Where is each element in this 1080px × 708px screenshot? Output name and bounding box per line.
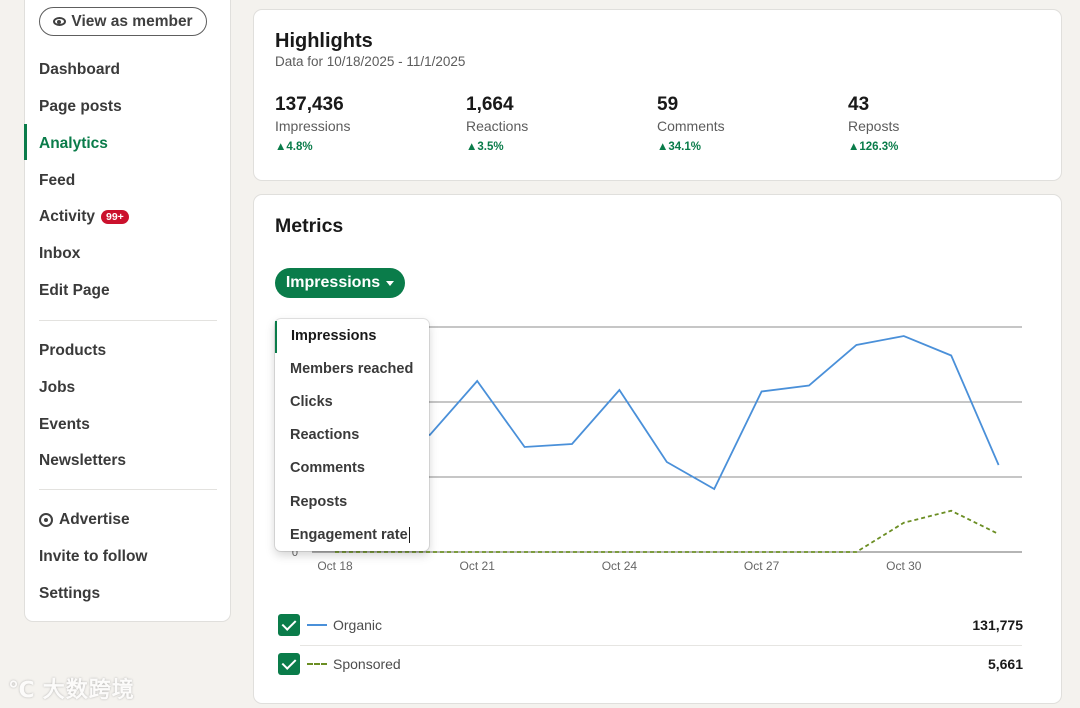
stat-delta: ▲126.3% — [848, 141, 899, 153]
stat-value: 59 — [657, 94, 679, 115]
caret-down-icon — [386, 280, 395, 286]
legend-total: 131,775 — [972, 617, 1023, 633]
sidebar-item-label: Activity — [39, 208, 95, 225]
sidebar-item-label: Advertise — [59, 511, 130, 528]
stat-delta: ▲3.5% — [466, 141, 504, 153]
legend-total: 5,661 — [987, 656, 1023, 672]
sponsored-checkbox[interactable] — [278, 653, 300, 675]
highlights-date-range: Data for 10/18/2025 - 11/1/2025 — [275, 54, 466, 69]
stat-value: 137,436 — [275, 94, 344, 115]
metrics-title: Metrics — [275, 215, 344, 237]
metric-dropdown-button[interactable]: Impressions — [275, 268, 405, 298]
stat-label: Impressions — [275, 118, 351, 134]
stat-value: 1,664 — [466, 94, 514, 115]
dashed-line-icon — [307, 663, 327, 665]
sidebar-item-dashboard[interactable]: Dashboard — [39, 61, 120, 79]
view-as-member-button[interactable]: View as member — [39, 7, 207, 36]
sidebar-item-products[interactable]: Products — [39, 342, 106, 360]
sidebar-item-inbox[interactable]: Inbox — [39, 245, 80, 263]
sidebar-item-label: Analytics — [39, 135, 108, 152]
sidebar-item-label: Products — [39, 342, 107, 359]
active-indicator — [24, 124, 27, 160]
sidebar-item-advertise[interactable]: Advertise — [39, 511, 130, 529]
legend-row-sponsored: Sponsored 5,661 — [278, 653, 1023, 675]
legend-label: Organic — [333, 617, 383, 633]
stat-value: 43 — [848, 94, 870, 115]
watermark-logo: ℃ 大数跨境 — [8, 677, 135, 702]
legend-label: Sponsored — [333, 656, 401, 672]
stat-impressions[interactable]: 137,436 Impressions ▲4.8% — [275, 94, 350, 153]
sidebar-item-label: Jobs — [39, 379, 76, 396]
menu-item-clicks[interactable]: Clicks — [290, 394, 333, 410]
menu-item-reactions[interactable]: Reactions — [290, 427, 360, 443]
highlights-card: Highlights Data for 10/18/2025 - 11/1/20… — [253, 9, 1062, 181]
sidebar-item-activity[interactable]: Activity 99+ — [39, 208, 129, 226]
stat-reposts[interactable]: 43 Reposts ▲126.3% — [848, 94, 899, 153]
stat-comments[interactable]: 59 Comments ▲34.1% — [657, 94, 725, 153]
organic-checkbox[interactable] — [278, 614, 300, 636]
target-icon — [39, 513, 53, 527]
menu-item-engagement-rate[interactable]: Engagement rate — [290, 527, 410, 544]
sidebar-divider — [39, 489, 217, 490]
stat-label: Comments — [657, 118, 725, 134]
stat-label: Reactions — [466, 118, 529, 134]
metric-dropdown-menu: Impressions Members reached Clicks React… — [275, 319, 429, 551]
sidebar-item-edit-page[interactable]: Edit Page — [39, 282, 110, 300]
eye-icon — [53, 17, 67, 26]
sidebar-item-newsletters[interactable]: Newsletters — [39, 452, 126, 470]
sidebar-item-analytics[interactable]: Analytics — [39, 135, 108, 153]
sidebar-item-settings[interactable]: Settings — [39, 585, 100, 603]
sidebar-item-label: Edit Page — [39, 282, 110, 299]
sidebar-item-jobs[interactable]: Jobs — [39, 379, 75, 397]
sidebar-nav: View as member Dashboard Page posts Anal… — [24, 0, 231, 622]
sidebar-item-label: Dashboard — [39, 61, 120, 78]
menu-item-comments[interactable]: Comments — [290, 460, 365, 476]
selected-indicator — [275, 321, 277, 353]
sidebar-item-label: Settings — [39, 585, 101, 602]
sidebar-item-feed[interactable]: Feed — [39, 172, 75, 190]
stat-reactions[interactable]: 1,664 Reactions ▲3.5% — [466, 94, 528, 153]
sidebar-item-invite-to-follow[interactable]: Invite to follow — [39, 548, 148, 566]
menu-item-label: Engagement rate — [290, 527, 408, 543]
sidebar-item-page-posts[interactable]: Page posts — [39, 98, 122, 116]
legend-row-organic: Organic 131,775 — [278, 614, 1023, 636]
sidebar-item-label: Inbox — [39, 245, 81, 262]
solid-line-icon — [307, 624, 327, 626]
stat-delta: ▲34.1% — [657, 141, 701, 153]
sidebar-divider — [39, 320, 217, 321]
view-as-member-label: View as member — [71, 12, 193, 30]
sidebar-item-label: Newsletters — [39, 452, 127, 469]
sidebar-item-label: Events — [39, 416, 90, 433]
legend-divider — [300, 645, 1022, 646]
menu-item-reposts[interactable]: Reposts — [290, 494, 348, 510]
menu-item-impressions[interactable]: Impressions — [291, 328, 377, 344]
menu-item-members-reached[interactable]: Members reached — [290, 361, 414, 377]
stat-label: Reposts — [848, 118, 900, 134]
highlights-title: Highlights — [275, 30, 373, 52]
sidebar-item-events[interactable]: Events — [39, 416, 90, 434]
notification-badge: 99+ — [101, 210, 129, 224]
sidebar-item-label: Page posts — [39, 98, 122, 115]
sidebar-item-label: Invite to follow — [39, 548, 148, 565]
stat-delta: ▲4.8% — [275, 141, 313, 153]
metric-dropdown-label: Impressions — [285, 274, 381, 291]
text-cursor — [408, 527, 410, 544]
sidebar-item-label: Feed — [39, 172, 76, 189]
